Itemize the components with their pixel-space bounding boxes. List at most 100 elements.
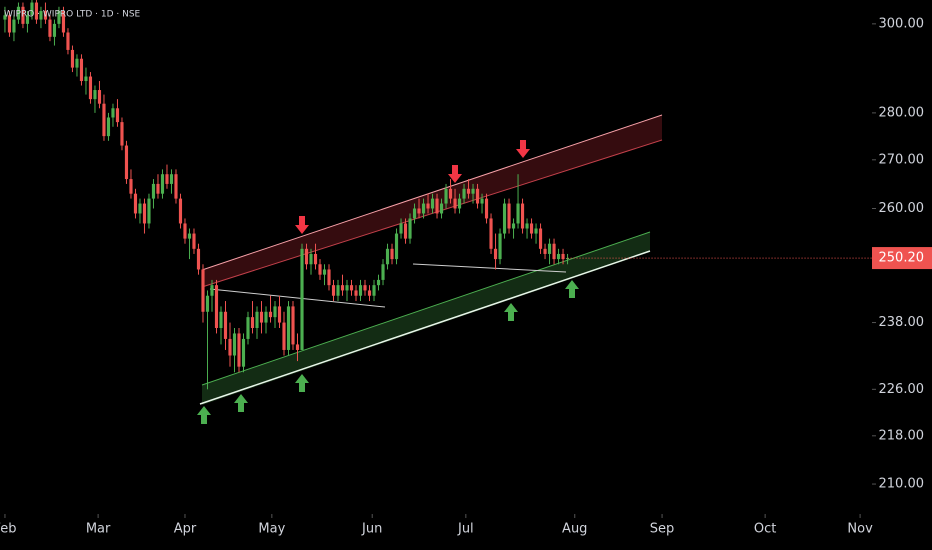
- candle-body: [367, 290, 372, 296]
- candle-body: [430, 198, 435, 209]
- up-arrow: [565, 280, 579, 298]
- candle-body: [120, 122, 124, 146]
- candle-body: [471, 188, 475, 194]
- candle-body: [250, 317, 255, 328]
- candle-body: [219, 311, 223, 328]
- candle-body: [228, 338, 232, 356]
- candle-body: [376, 279, 381, 286]
- candle-body: [205, 295, 210, 312]
- candle-body: [345, 285, 349, 291]
- candle-body: [61, 11, 66, 33]
- candle-body: [156, 183, 160, 194]
- candle-body: [138, 203, 142, 214]
- candle-body: [363, 285, 367, 291]
- candle-body: [124, 145, 129, 180]
- candle-body: [259, 311, 264, 323]
- candle-body: [93, 90, 97, 100]
- x-tick-label: Oct: [754, 522, 776, 537]
- candle-body: [390, 248, 394, 260]
- candle-body: [475, 188, 480, 204]
- candle-body: [192, 233, 196, 249]
- candles: [3, 0, 570, 390]
- candle-body: [241, 338, 246, 367]
- y-tick-label: 270.00: [879, 152, 925, 167]
- candle-body: [255, 311, 259, 328]
- candle-body: [313, 253, 318, 265]
- y-tick-label: 260.00: [879, 201, 925, 216]
- candle-body: [381, 264, 385, 280]
- y-tick-label: 218.00: [879, 428, 925, 443]
- candle-body: [340, 285, 345, 291]
- candle-body: [520, 203, 525, 229]
- candle-body: [318, 264, 322, 275]
- candle-body: [187, 233, 192, 239]
- candle-body: [115, 108, 120, 123]
- x-tick-label: Sep: [650, 522, 675, 537]
- candle-body: [246, 317, 250, 339]
- candle-body: [462, 188, 466, 199]
- candle-body: [543, 248, 547, 254]
- chart-title: WIPRO · WIPRO LTD · 1D · NSE: [4, 10, 141, 20]
- candle-body: [201, 269, 205, 312]
- candle-body: [43, 11, 48, 20]
- candle-body: [489, 218, 493, 249]
- candle-body: [169, 174, 174, 184]
- neckline: [412, 263, 567, 273]
- candle-body: [295, 344, 300, 350]
- down-arrow: [295, 216, 309, 234]
- candle-body: [453, 198, 457, 209]
- candle-body: [399, 223, 403, 234]
- candle-body: [439, 203, 444, 214]
- candle-body: [237, 333, 241, 367]
- candle-body: [421, 203, 426, 214]
- candle-body: [516, 203, 520, 224]
- candle-body: [102, 103, 106, 137]
- candle-body: [214, 285, 219, 328]
- candle-body: [547, 243, 552, 254]
- x-tick-label: Feb: [0, 522, 16, 537]
- up-arrows: [197, 280, 579, 424]
- last-price-badge: [872, 247, 932, 270]
- candle-body: [480, 198, 484, 204]
- candle-body: [12, 19, 16, 33]
- candle-body: [561, 253, 565, 260]
- candle-body: [565, 258, 570, 260]
- candle-body: [309, 253, 313, 265]
- candle-body: [39, 11, 43, 20]
- down-arrow: [448, 165, 462, 183]
- last-price-label: 250.20: [879, 251, 925, 266]
- up-arrow: [504, 303, 518, 321]
- candle-body: [232, 333, 237, 356]
- price-axis: [872, 0, 932, 550]
- candle-body: [331, 285, 336, 296]
- x-tick-label: Aug: [562, 522, 587, 537]
- candle-body: [534, 228, 538, 234]
- candle-body: [79, 58, 84, 82]
- x-tick-label: May: [258, 522, 285, 537]
- candle-body: [502, 203, 507, 234]
- candle-body: [88, 76, 93, 100]
- x-tick-label: Mar: [86, 522, 111, 537]
- candle-body: [70, 49, 75, 68]
- candle-body: [111, 108, 115, 118]
- candle-body: [556, 253, 561, 260]
- y-tick-label: 238.00: [879, 315, 925, 330]
- candle-body: [34, 2, 39, 20]
- support-line: [199, 250, 651, 405]
- candle-body: [84, 76, 88, 82]
- candle-body: [286, 306, 291, 350]
- candle-body: [484, 198, 489, 219]
- candle-body: [552, 243, 556, 260]
- candle-body: [183, 223, 187, 239]
- support-band: [202, 232, 650, 405]
- candle-body: [529, 223, 534, 234]
- candle-body: [16, 6, 21, 20]
- candle-body: [498, 233, 502, 260]
- candle-body: [304, 248, 309, 265]
- candle-body: [322, 269, 327, 275]
- y-tick-label: 210.00: [879, 477, 925, 492]
- candle-body: [538, 228, 543, 249]
